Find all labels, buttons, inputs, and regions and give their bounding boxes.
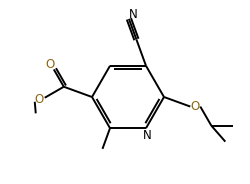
- Text: O: O: [34, 93, 43, 106]
- Text: N: N: [128, 8, 137, 21]
- Text: N: N: [142, 129, 151, 142]
- Text: O: O: [45, 58, 54, 71]
- Text: O: O: [190, 100, 199, 113]
